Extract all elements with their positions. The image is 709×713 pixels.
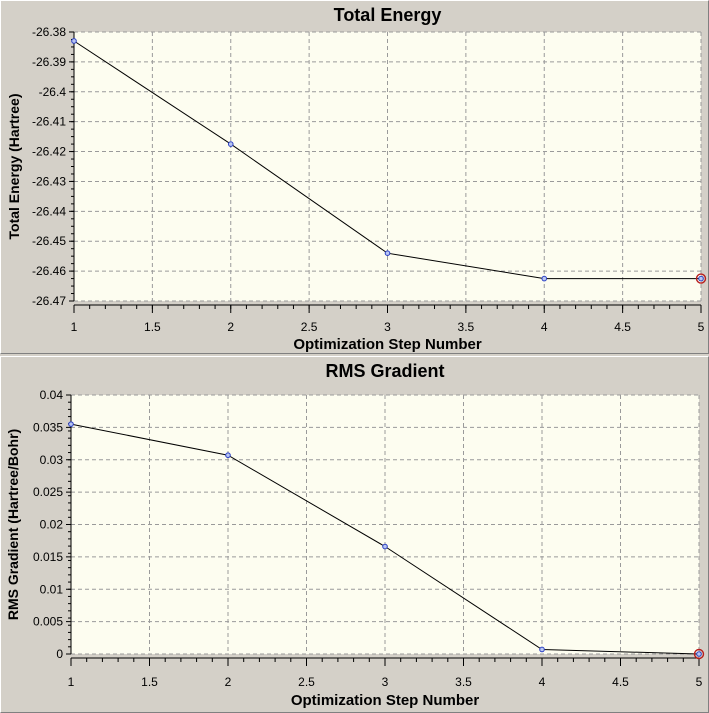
y-tick-label: -26.43 [32,174,66,188]
x-tick-label: 3.5 [458,320,475,334]
data-point [541,275,548,282]
data-point [698,275,704,282]
y-tick-label: 0.015 [33,550,63,564]
y-tick-label: -26.45 [32,234,66,248]
x-axis-label: Optimization Step Number [291,692,480,709]
x-tick-label: 5 [698,320,705,334]
y-tick-label: 0.035 [33,420,63,434]
x-tick-label: 4.5 [612,675,629,689]
y-tick-label: 0.005 [33,615,63,629]
highlight-marker [695,273,707,284]
x-tick-label: 4 [541,320,548,334]
x-tick-label: 1.5 [141,675,158,689]
data-point [382,543,388,550]
y-tick-label: 0.04 [40,388,64,402]
data-point [384,250,391,256]
x-tick-label: 1 [71,320,78,334]
rms-gradient-chart: RMS Gradient0.040.0350.030.0250.020.0150… [5,361,705,709]
y-tick-label: 0 [56,647,63,661]
chart-title: Total Energy [334,5,442,25]
x-tick-label: 3 [382,675,389,689]
y-tick-label: -26.44 [32,204,66,218]
x-tick-label: 1 [68,675,75,689]
data-point [696,651,702,657]
x-axis-label: Optimization Step Number [293,336,482,353]
data-point [71,38,77,44]
data-point [225,452,231,459]
chart-title: RMS Gradient [325,361,444,381]
data-point [539,646,545,653]
x-tick-label: 3 [384,320,391,334]
total-energy-panel: Total Energy -26.38 -26.39 -26.4 -26.41 -26.4… [0,0,709,354]
y-tick-label: -26.41 [32,115,66,129]
data-point [68,421,74,427]
rms-gradient-panel: RMS Gradient 0.04 0.035 0.03 0.025 0.02 0.015 0… [0,356,709,713]
x-tick-label: 4.5 [614,320,631,334]
y-axis-label: Total Energy (Hartree) [6,94,22,240]
data-point [227,141,234,147]
y-tick-label: 0.01 [40,582,64,596]
y-tick-label: -26.47 [32,294,66,308]
y-tick-label: -26.39 [32,55,66,69]
y-tick-label: -26.4 [39,85,67,99]
y-tick-label: 0.025 [33,485,63,499]
y-tick-label: -26.46 [32,264,66,278]
y-axis-label: RMS Gradient (Hartree/Bohr) [5,429,21,620]
y-tick-label: -26.42 [32,145,66,159]
y-tick-label: 0.03 [40,453,64,467]
x-tick-label: 2 [227,320,234,334]
x-tick-label: 4 [539,675,546,689]
x-tick-label: 2.5 [298,675,315,689]
x-tick-label: 5 [696,675,703,689]
y-tick-label: 0.02 [40,518,64,532]
x-tick-label: 2 [225,675,232,689]
x-tick-label: 3.5 [455,675,472,689]
total-energy-chart: Total Energy -26.38 -26.39 -26.4 -26.41 -26.4… [6,5,707,353]
highlight-marker [693,648,705,660]
x-tick-label: 1.5 [144,320,161,334]
y-tick-label: -26.38 [32,25,66,39]
x-tick-label: 2.5 [301,320,318,334]
